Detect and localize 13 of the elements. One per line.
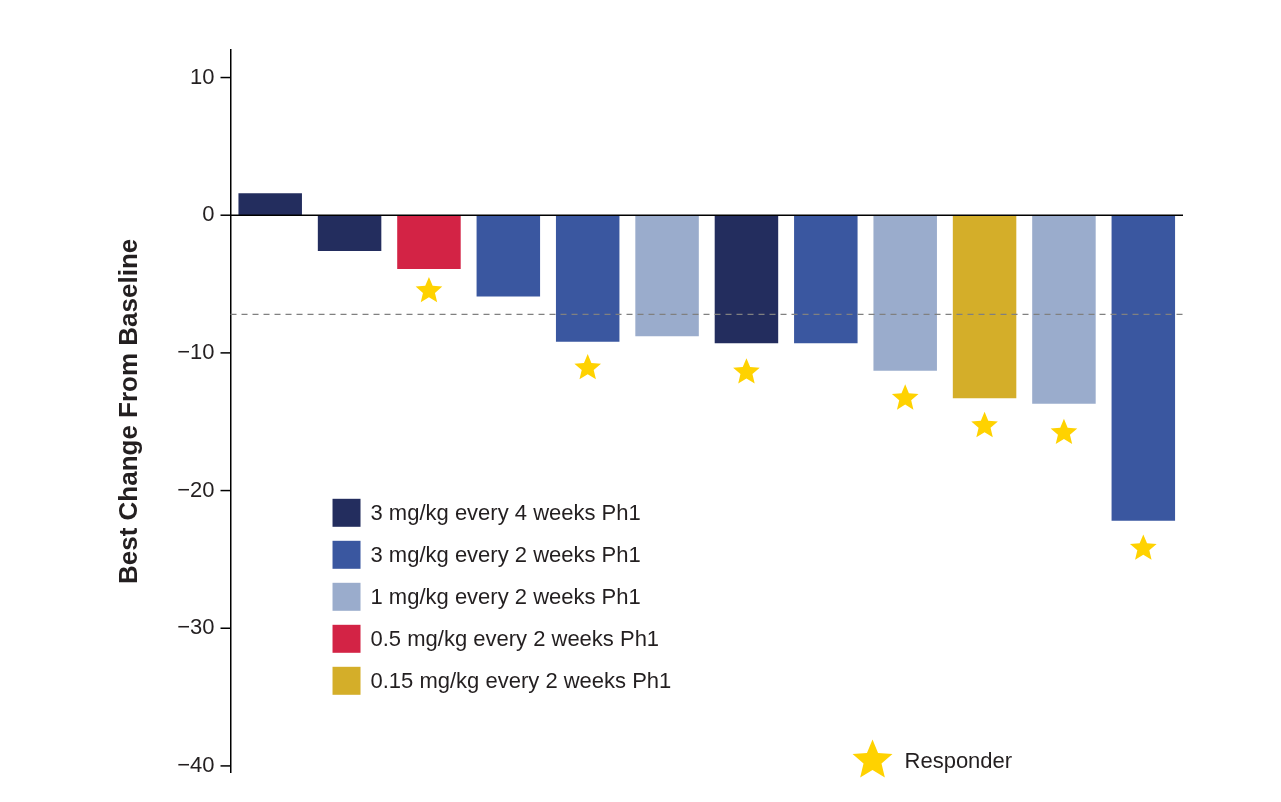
y-tick-label: −40 — [177, 751, 215, 777]
y-tick-label: 10 — [190, 63, 215, 89]
legend-label: 3 mg/kg every 2 weeks Ph1 — [370, 541, 641, 567]
legend-label: 0.5 mg/kg every 2 weeks Ph1 — [370, 625, 660, 651]
legend-label: Responder — [904, 747, 1013, 773]
y-tick-label: −10 — [177, 338, 215, 364]
legend-label: 1 mg/kg every 2 weeks Ph1 — [370, 583, 641, 609]
y-tick-label: 0 — [202, 201, 215, 227]
y-tick-label: −20 — [177, 476, 215, 502]
legend-label: 3 mg/kg every 4 weeks Ph1 — [370, 499, 641, 525]
legend-label: 0.15 mg/kg every 2 weeks Ph1 — [370, 667, 672, 693]
y-tick-label: −30 — [177, 614, 215, 640]
y-axis-title: Best Change From Baseline — [112, 238, 143, 585]
